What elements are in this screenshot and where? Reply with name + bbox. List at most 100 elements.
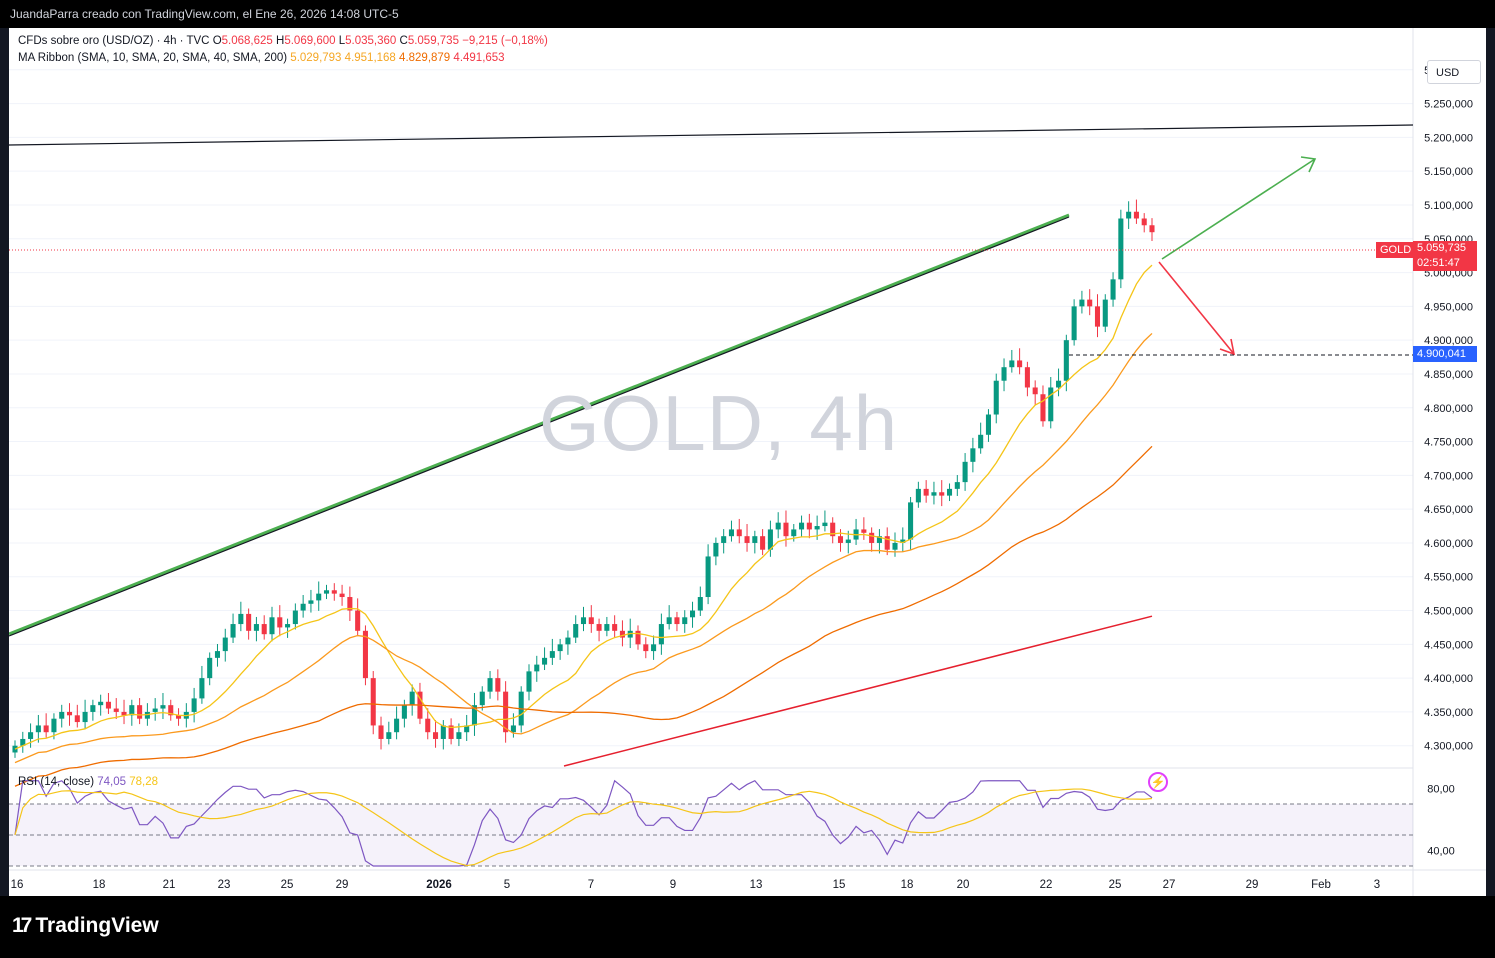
candle-body bbox=[238, 613, 244, 625]
x-tick-label: 3 bbox=[1374, 879, 1380, 891]
brand-name: TradingView bbox=[35, 914, 159, 937]
ma10-value: 5.029,793 bbox=[290, 52, 342, 64]
y-tick-label: 5.200,000 bbox=[1424, 132, 1473, 144]
ma40-line bbox=[14, 445, 1153, 787]
candle-body bbox=[993, 380, 999, 415]
ma200-line bbox=[563, 615, 1153, 767]
candle-body bbox=[783, 522, 789, 537]
candle-body bbox=[946, 488, 953, 496]
candle-body bbox=[596, 624, 602, 631]
x-tick-label: 2026 bbox=[426, 879, 452, 891]
candle-body bbox=[869, 532, 875, 543]
candle-body bbox=[43, 725, 49, 733]
candle-body bbox=[939, 492, 945, 496]
ma-legend[interactable]: MA Ribbon (SMA, 10, SMA, 20, SMA, 40, SM… bbox=[18, 52, 505, 64]
candle-body bbox=[129, 705, 135, 716]
legend-open: 5.068,625 bbox=[221, 35, 273, 47]
candle-body bbox=[168, 705, 174, 716]
candle-body bbox=[674, 617, 680, 625]
x-tick-label: 18 bbox=[93, 879, 106, 891]
candle-body bbox=[526, 671, 532, 692]
candle-body bbox=[627, 630, 633, 638]
candle-body bbox=[1071, 306, 1077, 341]
bullish-arrowhead bbox=[1300, 156, 1317, 173]
candle-body bbox=[464, 725, 470, 733]
candle-body bbox=[666, 617, 672, 625]
candle-body bbox=[316, 593, 322, 601]
candle-body bbox=[837, 536, 844, 543]
chart-frame[interactable]: 5.300,0005.250,0005.200,0005.150,0005.10… bbox=[9, 28, 1486, 896]
main-legend[interactable]: CFDs sobre oro (USD/OZ) · 4h · TVC O5.06… bbox=[18, 35, 548, 47]
currency-selector[interactable]: USD bbox=[1427, 60, 1481, 84]
candle-body bbox=[775, 522, 781, 530]
candle-body bbox=[113, 708, 119, 712]
candle-body bbox=[121, 711, 127, 716]
ma10-line bbox=[14, 264, 1153, 750]
candle-body bbox=[1040, 394, 1046, 422]
rsi-label: RSI (14, close) bbox=[18, 776, 95, 788]
y-tick-label: 4.750,000 bbox=[1424, 437, 1473, 449]
tradingview-logo[interactable]: 17 TradingView bbox=[12, 914, 159, 938]
candle-body bbox=[339, 593, 345, 598]
ma20-line bbox=[14, 332, 1153, 764]
current-price: 5.059,735 bbox=[1417, 242, 1466, 254]
candle-body bbox=[1024, 367, 1030, 388]
candle-body bbox=[580, 617, 587, 625]
candle-body bbox=[59, 711, 65, 719]
bullish-arrow bbox=[1161, 158, 1316, 260]
candle-body bbox=[160, 705, 166, 709]
candle-body bbox=[1126, 211, 1132, 219]
rsi-line bbox=[14, 779, 1153, 867]
ma-legend-label: MA Ribbon (SMA, 10, SMA, 20, SMA, 40, SM… bbox=[18, 52, 288, 64]
level-price-tag: 4.900,041 bbox=[1413, 346, 1477, 362]
lightning-icon[interactable]: ⚡ bbox=[1148, 772, 1168, 792]
candle-body bbox=[1149, 225, 1155, 233]
candle-body bbox=[651, 644, 657, 652]
y-tick-label: 4.850,000 bbox=[1424, 369, 1473, 381]
candle-body bbox=[822, 522, 828, 527]
candle-body bbox=[433, 732, 439, 739]
candle-body bbox=[448, 725, 454, 739]
x-tick-label: 7 bbox=[588, 879, 594, 891]
x-tick-label: 29 bbox=[336, 879, 349, 891]
candle-body bbox=[1032, 387, 1038, 395]
candle-body bbox=[1110, 279, 1116, 300]
candle-body bbox=[510, 725, 516, 733]
candle-body bbox=[767, 529, 773, 550]
candle-body bbox=[635, 630, 641, 645]
candle-body bbox=[962, 461, 968, 483]
resistance-trendline bbox=[9, 124, 1414, 146]
x-tick-label: 25 bbox=[281, 879, 294, 891]
candle-body bbox=[612, 624, 618, 631]
candle-body bbox=[409, 691, 415, 706]
x-tick-label: 18 bbox=[901, 879, 914, 891]
candle-body bbox=[82, 711, 88, 723]
candle-body bbox=[682, 617, 688, 625]
rsi-legend[interactable]: RSI (14, close) 74,05 78,28 bbox=[18, 776, 158, 788]
bearish-arrow bbox=[1158, 261, 1235, 355]
y-tick-label: 4.800,000 bbox=[1424, 403, 1473, 415]
x-tick-label: 9 bbox=[670, 879, 676, 891]
candle-body bbox=[658, 624, 664, 645]
candle-body bbox=[207, 657, 213, 679]
candle-body bbox=[752, 536, 758, 543]
x-tick-label: 23 bbox=[218, 879, 231, 891]
candle-body bbox=[736, 529, 742, 537]
candle-body bbox=[1048, 387, 1054, 422]
rsi-tick-label: 80,00 bbox=[1427, 784, 1455, 796]
candle-body bbox=[1087, 299, 1093, 307]
candle-body bbox=[744, 536, 750, 543]
candle-body bbox=[35, 725, 41, 733]
candle-body bbox=[214, 651, 221, 658]
candle-body bbox=[1001, 367, 1007, 381]
candle-body bbox=[487, 678, 493, 692]
legend-high: 5.069,600 bbox=[284, 35, 336, 47]
candle-body bbox=[791, 529, 797, 537]
candle-body bbox=[542, 657, 548, 665]
rsi-ma-value: 78,28 bbox=[129, 776, 159, 788]
y-tick-label: 4.650,000 bbox=[1424, 504, 1473, 516]
price-chart[interactable]: 5.300,0005.250,0005.200,0005.150,0005.10… bbox=[9, 28, 1486, 896]
candle-body bbox=[830, 522, 836, 537]
candle-body bbox=[1063, 340, 1069, 381]
x-tick-label: 22 bbox=[1040, 879, 1053, 891]
